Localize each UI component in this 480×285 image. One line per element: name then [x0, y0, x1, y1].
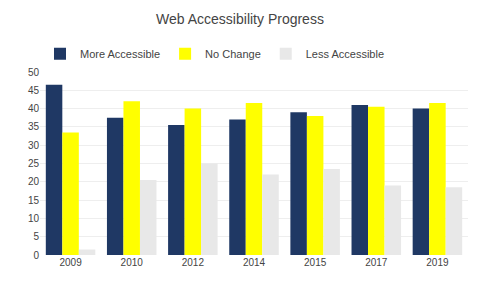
- svg-text:15: 15: [28, 195, 40, 206]
- svg-text:No Change: No Change: [205, 48, 261, 60]
- svg-text:2017: 2017: [365, 257, 388, 268]
- svg-text:Web Accessibility Progress: Web Accessibility Progress: [156, 11, 324, 27]
- svg-text:2010: 2010: [121, 257, 144, 268]
- svg-text:25: 25: [28, 158, 40, 169]
- svg-text:2019: 2019: [426, 257, 449, 268]
- svg-text:40: 40: [28, 103, 40, 114]
- svg-text:Less Accessible: Less Accessible: [306, 48, 384, 60]
- svg-text:2015: 2015: [304, 257, 327, 268]
- svg-text:2009: 2009: [59, 257, 82, 268]
- svg-text:10: 10: [28, 213, 40, 224]
- svg-text:35: 35: [28, 121, 40, 132]
- svg-text:50: 50: [28, 67, 40, 78]
- svg-text:More Accessible: More Accessible: [80, 48, 160, 60]
- svg-text:5: 5: [33, 231, 39, 242]
- svg-text:2014: 2014: [243, 257, 266, 268]
- svg-text:30: 30: [28, 140, 40, 151]
- svg-text:20: 20: [28, 176, 40, 187]
- svg-text:0: 0: [33, 250, 39, 261]
- svg-text:45: 45: [28, 85, 40, 96]
- svg-text:2012: 2012: [182, 257, 205, 268]
